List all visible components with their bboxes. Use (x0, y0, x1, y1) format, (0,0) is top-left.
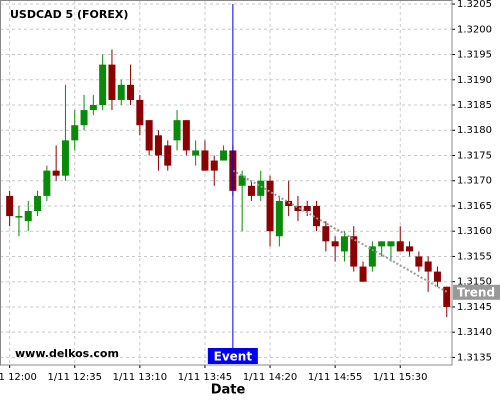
candle-body (210, 160, 218, 171)
candle-body (127, 84, 135, 100)
candle-body (164, 145, 172, 166)
candle-body (266, 180, 274, 232)
y-tick-label: 1.3135 (457, 352, 492, 363)
candle-body (415, 256, 423, 267)
candle-body (359, 266, 367, 282)
candle-body (396, 241, 404, 252)
y-tick-label: 1.3165 (457, 201, 492, 212)
candle-body (322, 226, 330, 242)
candle-body (220, 150, 228, 161)
x-tick-label: 1/11 12:35 (48, 372, 102, 383)
candle-body (303, 205, 311, 212)
candle-body (238, 175, 246, 186)
y-tick-label: 1.3190 (457, 75, 492, 86)
candle-body (80, 110, 88, 126)
candle-body (331, 241, 339, 247)
candle-body (61, 140, 69, 176)
x-tick-label: 1/11 15:30 (373, 372, 427, 383)
trend-label: Trend (457, 285, 495, 299)
candle-body (117, 84, 125, 100)
event-label-box (207, 348, 258, 364)
y-tick-label: 1.3200 (457, 24, 492, 35)
candle-body (15, 216, 23, 218)
candle-body (173, 120, 181, 141)
candle-body (71, 125, 79, 141)
candle-body (406, 246, 414, 252)
candle-body (313, 205, 321, 227)
y-tick-label: 1.3170 (457, 176, 492, 187)
chart-title: USDCAD 5 (FOREX) (10, 8, 128, 21)
candle-body (108, 64, 116, 100)
candle-body (52, 170, 60, 176)
x-tick-label: 1/11 14:20 (243, 372, 297, 383)
x-tick-label: 1/11 14:55 (308, 372, 362, 383)
x-tick-label: 1/11 13:10 (113, 372, 167, 383)
y-tick-label: 1.3185 (457, 100, 492, 111)
x-tick-label: 1/11 12:00 (0, 372, 37, 383)
y-tick-label: 1.3175 (457, 150, 492, 161)
candle-body (24, 211, 32, 222)
y-tick-label: 1.3180 (457, 125, 492, 136)
candle-body (275, 200, 283, 237)
plot-frame (0, 0, 453, 366)
candle-body (136, 99, 144, 126)
trend-label-box (453, 284, 500, 300)
candle-body (340, 236, 348, 252)
y-tick-label: 1.3205 (457, 0, 492, 10)
candle-body (368, 246, 376, 267)
x-axis-title: Date (211, 383, 246, 398)
candle-body (6, 195, 14, 217)
candle-body (154, 135, 162, 156)
candle-body (247, 185, 255, 196)
candle-body (294, 205, 302, 212)
candle-body (378, 241, 386, 247)
watermark: www.delkos.com (15, 347, 119, 360)
candle-body (443, 286, 451, 307)
candle-body (387, 241, 395, 247)
candle-body (99, 64, 107, 106)
y-tick-label: 1.3195 (457, 50, 492, 61)
y-tick-label: 1.3140 (457, 327, 492, 338)
candle-body (192, 150, 200, 156)
candle-body (145, 120, 153, 151)
candle-body (424, 261, 432, 272)
candle-body (201, 150, 209, 171)
candle-body (89, 105, 97, 111)
event-label: Event (214, 350, 253, 364)
y-tick-label: 1.3150 (457, 277, 492, 288)
candle-body (34, 195, 42, 212)
y-tick-label: 1.3160 (457, 226, 492, 237)
candle-body (433, 271, 441, 282)
x-tick-label: 1/11 13:45 (178, 372, 232, 383)
candle-body (182, 120, 190, 151)
candle-body (350, 236, 358, 267)
y-tick-label: 1.3145 (457, 302, 492, 313)
candle-body (43, 170, 51, 196)
candle-body (257, 180, 265, 196)
trend-line (232, 169, 448, 293)
y-tick-label: 1.3155 (457, 251, 492, 262)
